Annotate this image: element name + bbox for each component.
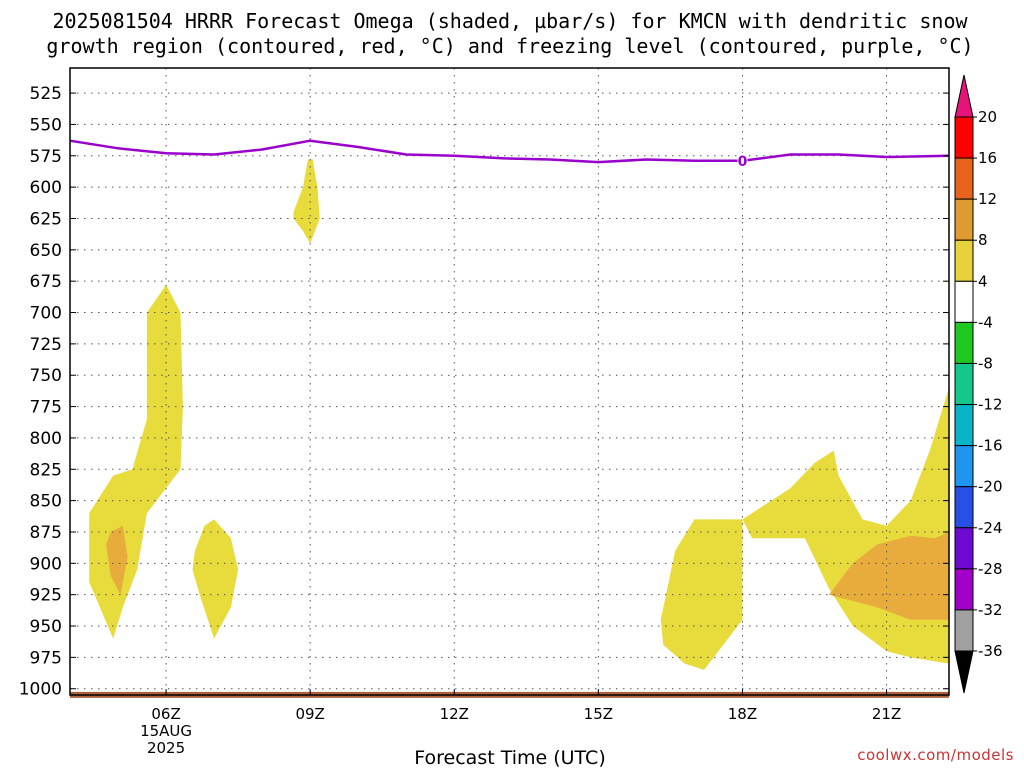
- y-tick-label-525: 525: [30, 84, 62, 104]
- x-tick-label-18Z: 18Z: [728, 705, 757, 723]
- x-tick-label-06Z: 06Z: [151, 705, 180, 723]
- y-tick-label-825: 825: [30, 460, 62, 480]
- x-tick-label-12Z: 12Z: [440, 705, 469, 723]
- colorbar-swatch-8: [954, 445, 974, 488]
- colorbar-swatch-12: [954, 609, 974, 652]
- x-tick-label-15Z: 15Z: [584, 705, 613, 723]
- y-tick-label-900: 900: [30, 554, 62, 574]
- y-tick-label-625: 625: [30, 209, 62, 229]
- colorbar-label-11: -28: [978, 560, 1003, 578]
- y-tick-label-875: 875: [30, 523, 62, 543]
- freezing-level-contour: 0: [69, 139, 950, 170]
- y-tick-label-700: 700: [30, 304, 62, 324]
- y-tick-label-800: 800: [30, 429, 62, 449]
- y-tick-label-650: 650: [30, 241, 62, 261]
- colorbar-label-9: -20: [978, 478, 1003, 496]
- colorbar-swatch-1: [954, 157, 974, 200]
- omega-area-07z-column: [89, 284, 183, 639]
- y-tick-label-775: 775: [30, 398, 62, 418]
- colorbar-label-7: -12: [978, 396, 1003, 414]
- colorbar: 20 16 12 8 4 -4 -8 -12 -16 -20 -24 -28 -32 -36: [954, 74, 1003, 694]
- title-line-2: growth region (contoured, red, °C) and f…: [46, 34, 973, 58]
- colorbar-swatch-0: [954, 116, 974, 159]
- colorbar-label-13: -36: [978, 642, 1003, 660]
- y-tick-label-725: 725: [30, 335, 62, 355]
- y-tick-label-600: 600: [30, 178, 62, 198]
- freezing-level-label: 0: [738, 154, 748, 170]
- omega-shading: [70, 159, 949, 698]
- colorbar-under-triangle: [954, 650, 974, 694]
- y-tick-label-550: 550: [30, 115, 62, 135]
- colorbar-swatch-10: [954, 527, 974, 570]
- credit-text: coolwx.com/models: [857, 746, 1014, 764]
- colorbar-label-8: -16: [978, 437, 1003, 455]
- colorbar-swatch-5: [954, 321, 974, 364]
- colorbar-label-0: 20: [978, 108, 997, 126]
- colorbar-label-5: -4: [978, 313, 993, 331]
- y-tick-label-1000: 1000: [19, 680, 62, 700]
- x-tick-sublabel-1: 2025: [147, 739, 185, 757]
- colorbar-swatch-7: [954, 404, 974, 447]
- omega-area-09z-patch: [293, 159, 320, 244]
- omega-area-20z-region: [742, 387, 949, 664]
- colorbar-label-1: 16: [978, 149, 997, 167]
- y-tick-label-675: 675: [30, 272, 62, 292]
- y-axis: 525 550 575 600 625 650 675 700 725 750 775 800 825 8…: [19, 84, 949, 700]
- title-line-1: 2025081504 HRRR Forecast Omega (shaded, …: [52, 9, 968, 33]
- x-tick-label-09Z: 09Z: [295, 705, 324, 723]
- colorbar-label-4: 4: [978, 272, 988, 290]
- colorbar-label-3: 8: [978, 231, 988, 249]
- y-tick-label-925: 925: [30, 586, 62, 606]
- colorbar-over-triangle: [954, 74, 974, 118]
- colorbar-swatch-11: [954, 568, 974, 611]
- freezing-level-line: [69, 139, 950, 164]
- omega-area-07z-core: [106, 525, 128, 595]
- x-tick-label-21Z: 21Z: [872, 705, 901, 723]
- omega-area-17z-blob: [660, 519, 743, 670]
- y-tick-label-975: 975: [30, 648, 62, 668]
- colorbar-swatch-2: [954, 198, 974, 241]
- colorbar-label-12: -32: [978, 601, 1003, 619]
- x-axis-label: Forecast Time (UTC): [414, 747, 605, 768]
- y-tick-label-750: 750: [30, 366, 62, 386]
- colorbar-swatch-3: [954, 239, 974, 282]
- plot-frame: [69, 67, 950, 696]
- y-tick-label-950: 950: [30, 617, 62, 637]
- colorbar-swatch-4: [954, 280, 974, 323]
- omega-area-08z-blob: [192, 519, 239, 639]
- colorbar-label-10: -24: [978, 519, 1003, 537]
- omega-area-21z-core: [828, 532, 949, 620]
- colorbar-label-6: -8: [978, 354, 993, 372]
- freezing-level-label-bg: [737, 152, 748, 169]
- x-tick-sublabel-0: 15AUG: [140, 722, 192, 740]
- colorbar-swatch-9: [954, 486, 974, 529]
- y-tick-label-575: 575: [30, 147, 62, 167]
- colorbar-label-2: 12: [978, 190, 997, 208]
- colorbar-swatch-6: [954, 362, 974, 406]
- y-tick-label-850: 850: [30, 492, 62, 512]
